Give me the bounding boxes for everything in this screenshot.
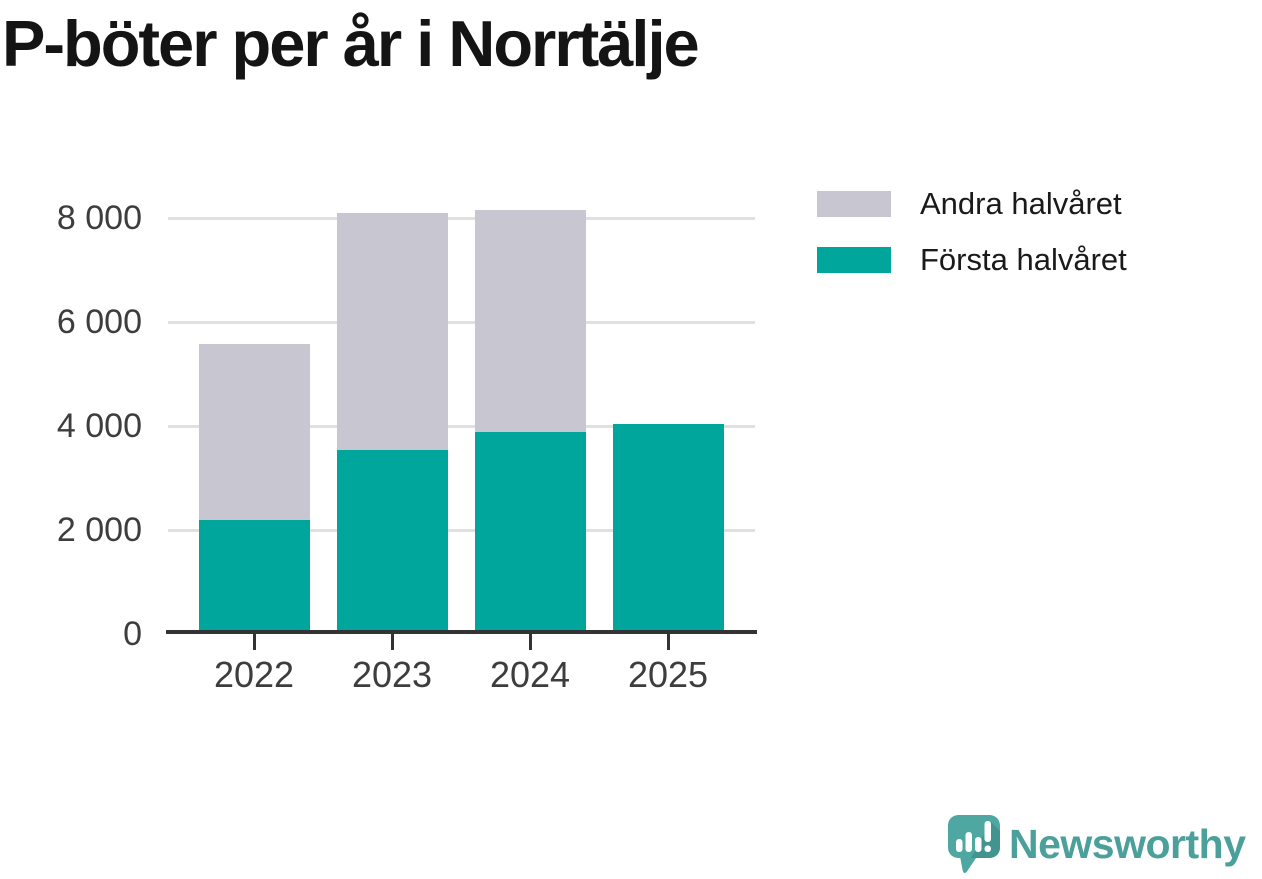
- chart-title: P-böter per år i Norrtälje: [2, 7, 700, 80]
- gridline-6000: [168, 320, 755, 324]
- y-axis-label-6000: 6 000: [56, 303, 142, 341]
- legend-item-andra-halvaret: Andra halvåret: [817, 186, 1122, 222]
- legend-swatch-forsta-halvaret: [817, 247, 891, 273]
- bar-2024-f-rsta-halv-ret: [474, 431, 586, 634]
- x-axis-line: [166, 630, 757, 634]
- bar-2022-f-rsta-halv-ret: [198, 519, 310, 634]
- x-tick-2025: [666, 634, 670, 650]
- x-tick-2024: [528, 634, 532, 650]
- x-tick-2022: [252, 634, 256, 650]
- x-axis-label-2023: 2023: [351, 654, 433, 695]
- brand-wordmark: Newsworthy: [1009, 821, 1246, 867]
- legend-label-forsta-halvaret: Första halvåret: [920, 242, 1127, 277]
- x-axis-label-2024: 2024: [489, 654, 571, 695]
- x-axis-label-2025: 2025: [627, 654, 709, 695]
- gridline-4000: [168, 424, 755, 428]
- x-tick-2023: [390, 634, 394, 650]
- legend-item-forsta-halvaret: Första halvåret: [817, 242, 1127, 278]
- bar-2023-f-rsta-halv-ret: [336, 449, 448, 634]
- bar-2025-f-rsta-halv-ret: [612, 423, 724, 634]
- legend-label-andra-halvaret: Andra halvåret: [920, 186, 1122, 221]
- gridline-8000: [168, 216, 755, 220]
- y-axis-label-8000: 8 000: [56, 199, 142, 237]
- bar-2022-andra-halv-ret: [198, 343, 310, 520]
- newsworthy-logo-icon: [948, 815, 1000, 874]
- y-axis-label-4000: 4 000: [56, 407, 142, 445]
- bar-2023-andra-halv-ret: [336, 212, 448, 450]
- x-axis-label-2022: 2022: [213, 654, 295, 695]
- legend-swatch-andra-halvaret: [817, 191, 891, 217]
- gridline-2000: [168, 528, 755, 532]
- footer-brand-link[interactable]: Newsworthy: [947, 814, 1246, 875]
- y-axis-label-0: 0: [123, 615, 142, 653]
- bar-2024-andra-halv-ret: [474, 210, 586, 432]
- y-axis-label-2000: 2 000: [56, 511, 142, 549]
